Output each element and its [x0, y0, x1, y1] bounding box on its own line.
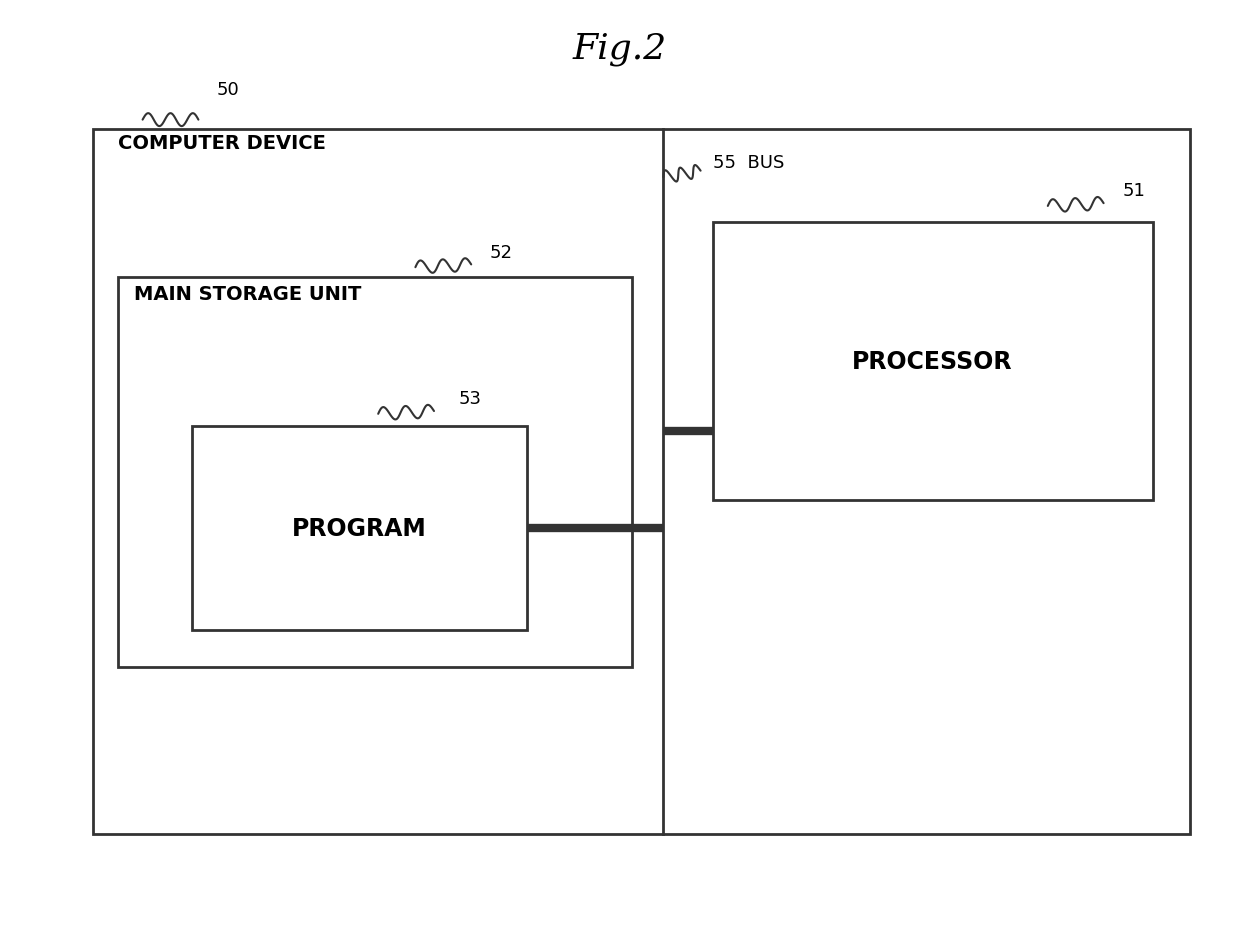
- Text: 52: 52: [490, 244, 513, 261]
- Text: Fig.2: Fig.2: [573, 32, 667, 67]
- Text: 50: 50: [217, 82, 239, 99]
- Bar: [118, 278, 632, 667]
- Bar: [192, 426, 527, 630]
- Text: 53: 53: [459, 390, 482, 408]
- Text: 55  BUS: 55 BUS: [713, 154, 785, 171]
- Bar: [713, 222, 1153, 501]
- Bar: [93, 130, 1190, 834]
- Text: MAIN STORAGE UNIT: MAIN STORAGE UNIT: [134, 286, 361, 304]
- Text: COMPUTER DEVICE: COMPUTER DEVICE: [118, 134, 326, 153]
- Text: PROGRAM: PROGRAM: [293, 516, 427, 540]
- Text: PROCESSOR: PROCESSOR: [852, 349, 1013, 374]
- Text: 51: 51: [1122, 182, 1145, 199]
